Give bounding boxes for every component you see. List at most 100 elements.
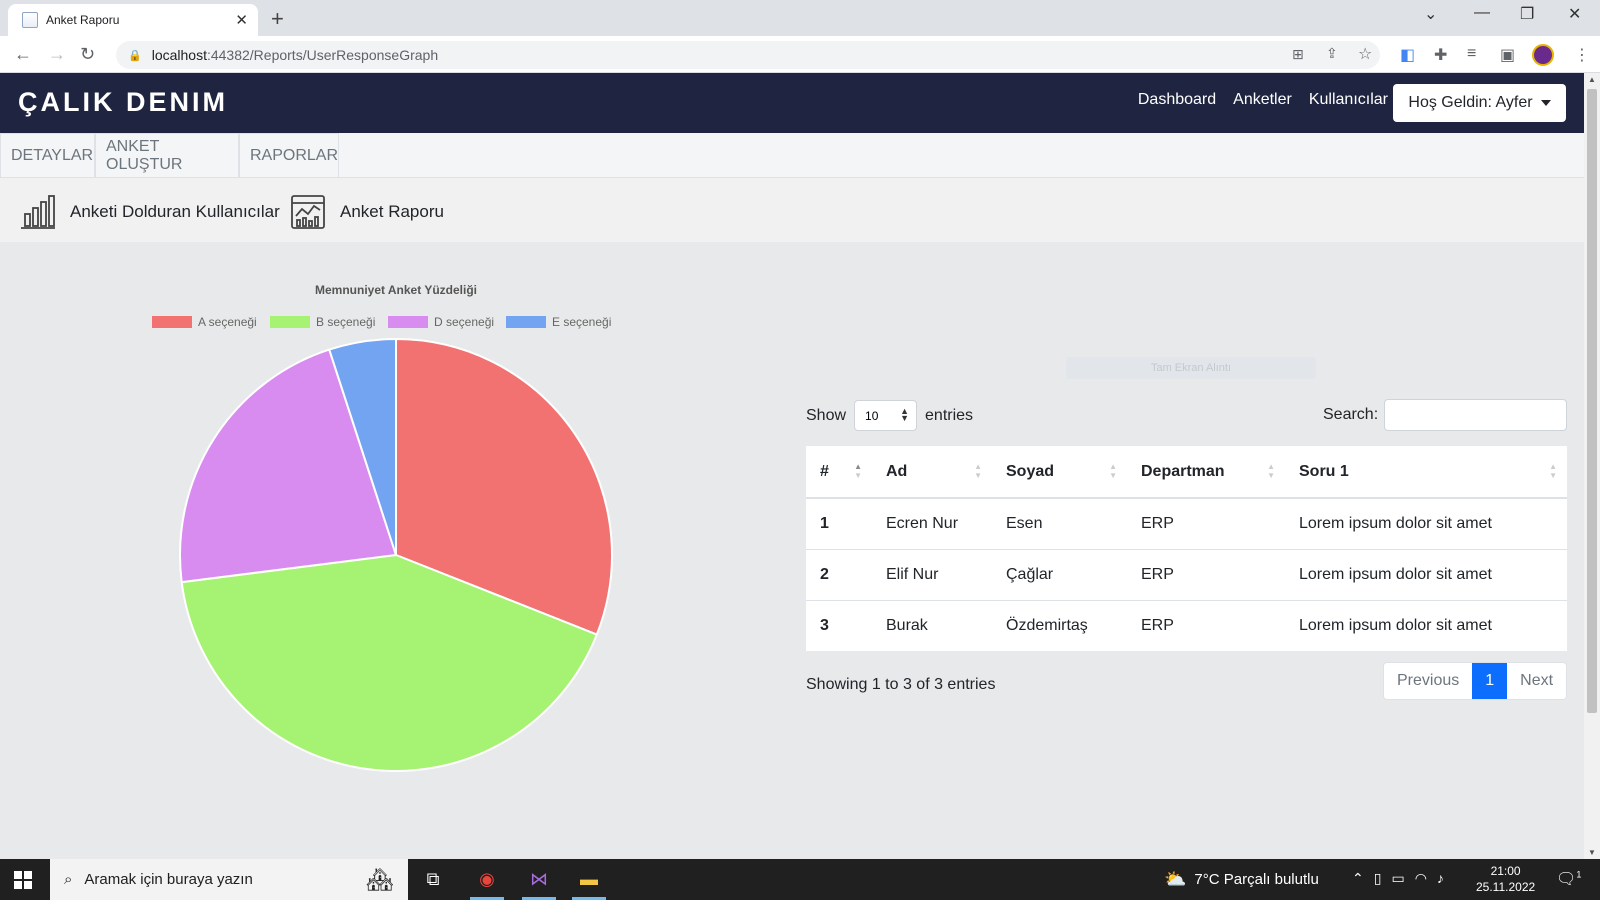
tab-raporlar[interactable]: RAPORLAR: [239, 133, 339, 178]
side-panel-icon[interactable]: ▣: [1500, 47, 1516, 64]
user-dropdown-button[interactable]: Hoş Geldin: Ayfer: [1393, 84, 1566, 122]
table-header-row: # ▲ ▼ Ad ▲ ▼ Soyad ▲ ▼ Departman ▲ ▼ Soru 1 ▲ ▼: [806, 446, 1567, 499]
legend-swatch-1[interactable]: [270, 316, 310, 328]
battery-icon[interactable]: ▭: [1391, 870, 1405, 886]
nav-link-anketler[interactable]: Anketler: [1233, 91, 1292, 108]
file-explorer-app-icon[interactable]: ▬: [566, 859, 612, 900]
column-header-ad[interactable]: Ad ▲ ▼: [872, 446, 992, 499]
column-header-index[interactable]: # ▲ ▼: [806, 446, 872, 499]
weather-text: 7°C Parçalı bulutlu: [1194, 871, 1319, 888]
google-translate-extension-icon[interactable]: ◧: [1400, 47, 1416, 64]
column-header-soru1[interactable]: Soru 1 ▲ ▼: [1285, 446, 1567, 499]
visual-studio-app-icon[interactable]: ⋈: [516, 859, 562, 900]
page-1-button[interactable]: 1: [1472, 663, 1508, 699]
close-window-icon[interactable]: ✕: [1568, 6, 1582, 23]
table-row: 3 Burak Özdemirtaş ERP Lorem ipsum dolor…: [806, 599, 1567, 651]
share-icon[interactable]: ⇪: [1326, 45, 1338, 61]
tab-detaylar[interactable]: DETAYLAR: [0, 133, 95, 178]
pie-slice-2[interactable]: [179, 348, 398, 584]
taskbar-search[interactable]: ⌕ Aramak için buraya yazın 🏘: [50, 859, 408, 900]
cell-soyad: Esen: [992, 497, 1127, 549]
bookmark-star-icon[interactable]: ☆: [1358, 46, 1373, 63]
ghost-overlay-text: Tam Ekran Alıntı: [1066, 357, 1316, 379]
new-tab-icon[interactable]: +: [271, 6, 284, 31]
browser-tabbar: Anket Raporu ✕ + ⌄ — ❐ ✕: [0, 0, 1600, 36]
report-link-users[interactable]: Anketi Dolduran Kullanıcılar: [20, 194, 280, 230]
wifi-icon[interactable]: ◠: [1414, 870, 1427, 886]
report-link-survey[interactable]: Anket Raporu: [290, 194, 444, 230]
notification-count: 1: [1576, 869, 1582, 880]
address-bar[interactable]: 🔒 localhost:44382/Reports/UserResponseGr…: [116, 41, 1380, 69]
cell-soyad: Çağlar: [992, 548, 1127, 600]
search-icon: ⌕: [64, 871, 73, 888]
notifications-icon[interactable]: 🗨1: [1556, 869, 1582, 888]
search-highlight-icon: 🏘: [366, 866, 394, 892]
sort-asc-icon: ▲ ▼: [854, 462, 862, 480]
pie-slice-1[interactable]: [180, 553, 599, 772]
legend-swatch-0[interactable]: [152, 316, 192, 328]
legend-label-2[interactable]: D seçeneği: [434, 315, 494, 329]
tray-chevron-icon[interactable]: ⌃: [1352, 870, 1364, 886]
forward-icon[interactable]: →: [48, 44, 66, 64]
nav-link-dashboard[interactable]: Dashboard: [1137, 91, 1217, 108]
legend-swatch-2[interactable]: [388, 316, 428, 328]
caret-down-icon: [1540, 100, 1551, 106]
previous-page-button[interactable]: Previous: [1397, 672, 1460, 689]
reload-icon[interactable]: ↻: [80, 44, 96, 64]
minimize-icon[interactable]: —: [1474, 4, 1490, 21]
system-tray: ⌃ ▯ ▭ ◠ ♪: [1352, 870, 1444, 887]
clock[interactable]: 21:00 25.11.2022: [1476, 863, 1535, 895]
profile-avatar[interactable]: [1532, 44, 1554, 66]
sort-icon: ▲ ▼: [1267, 462, 1275, 480]
browser-tab[interactable]: Anket Raporu ✕: [8, 4, 258, 36]
page-length-control: Show 10 ▲ ▼ entries: [806, 400, 973, 431]
search-input[interactable]: [1384, 399, 1568, 431]
legend-swatch-3[interactable]: [506, 316, 546, 328]
pie-slice-0[interactable]: [395, 337, 613, 636]
extensions-puzzle-icon[interactable]: ✚: [1434, 47, 1448, 64]
report-link-survey-label: Anket Raporu: [340, 202, 444, 221]
translate-icon[interactable]: ⊞: [1292, 46, 1304, 62]
table-row: 2 Elif Nur Çağlar ERP Lorem ipsum dolor …: [806, 548, 1567, 600]
column-header-soyad[interactable]: Soyad ▲ ▼: [992, 446, 1127, 499]
lock-icon[interactable]: 🔒: [128, 49, 142, 62]
reading-list-icon[interactable]: ≡: [1467, 45, 1477, 62]
scroll-down-icon[interactable]: ▼: [1588, 848, 1596, 857]
weather-cloud-icon: ⛅: [1164, 869, 1187, 889]
cell-soru1: Lorem ipsum dolor sit amet: [1285, 548, 1567, 600]
next-page-button[interactable]: Next: [1520, 672, 1554, 689]
scrollbar-thumb[interactable]: [1587, 89, 1597, 713]
chrome-app-icon[interactable]: ◉: [464, 859, 510, 900]
search-label: Search:: [1323, 406, 1379, 423]
cell-soru1: Lorem ipsum dolor sit amet: [1285, 599, 1567, 651]
windows-start-icon[interactable]: [14, 871, 32, 889]
page-scrollbar[interactable]: ▲ ▼: [1584, 73, 1600, 859]
tab-anket-olustur[interactable]: ANKET OLUŞTUR: [95, 133, 239, 178]
scroll-up-icon[interactable]: ▲: [1588, 75, 1596, 84]
tab-search-icon[interactable]: ⌄: [1424, 6, 1438, 23]
page-length-select[interactable]: 10: [854, 400, 918, 431]
volume-icon[interactable]: ♪: [1436, 870, 1444, 886]
clock-time: 21:00: [1490, 864, 1521, 878]
back-icon[interactable]: ←: [14, 44, 32, 64]
tab-title: Anket Raporu: [46, 13, 120, 27]
page-length-select-wrap: 10 ▲ ▼: [854, 400, 918, 431]
table-row: 1 Ecren Nur Esen ERP Lorem ipsum dolor s…: [806, 497, 1567, 549]
sort-icon: ▲ ▼: [1549, 462, 1557, 480]
device-icon[interactable]: ▯: [1373, 870, 1382, 886]
close-tab-icon[interactable]: ✕: [235, 12, 248, 29]
legend-label-1[interactable]: B seçeneği: [316, 315, 375, 329]
brand-logo[interactable]: ÇALIK DENIM: [18, 87, 228, 117]
legend-label-3[interactable]: E seçeneği: [552, 315, 611, 329]
restore-icon[interactable]: ❐: [1520, 6, 1535, 23]
weather-widget[interactable]: ⛅ 7°C Parçalı bulutlu: [1164, 869, 1319, 890]
task-view-icon[interactable]: ⧉: [426, 869, 440, 889]
report-links-bar: Anketi Dolduran Kullanıcılar Anket Rapor…: [0, 178, 1584, 242]
column-header-departman[interactable]: Departman ▲ ▼: [1127, 446, 1285, 499]
cell-soyad: Özdemirtaş: [992, 599, 1127, 651]
nav-link-kullanicilar[interactable]: Kullanıcılar: [1308, 91, 1388, 108]
pie-slice-3[interactable]: [327, 337, 397, 556]
entries-label: entries: [925, 406, 974, 424]
browser-menu-icon[interactable]: ⋮: [1574, 47, 1590, 64]
legend-label-0[interactable]: A seçeneği: [198, 315, 257, 329]
